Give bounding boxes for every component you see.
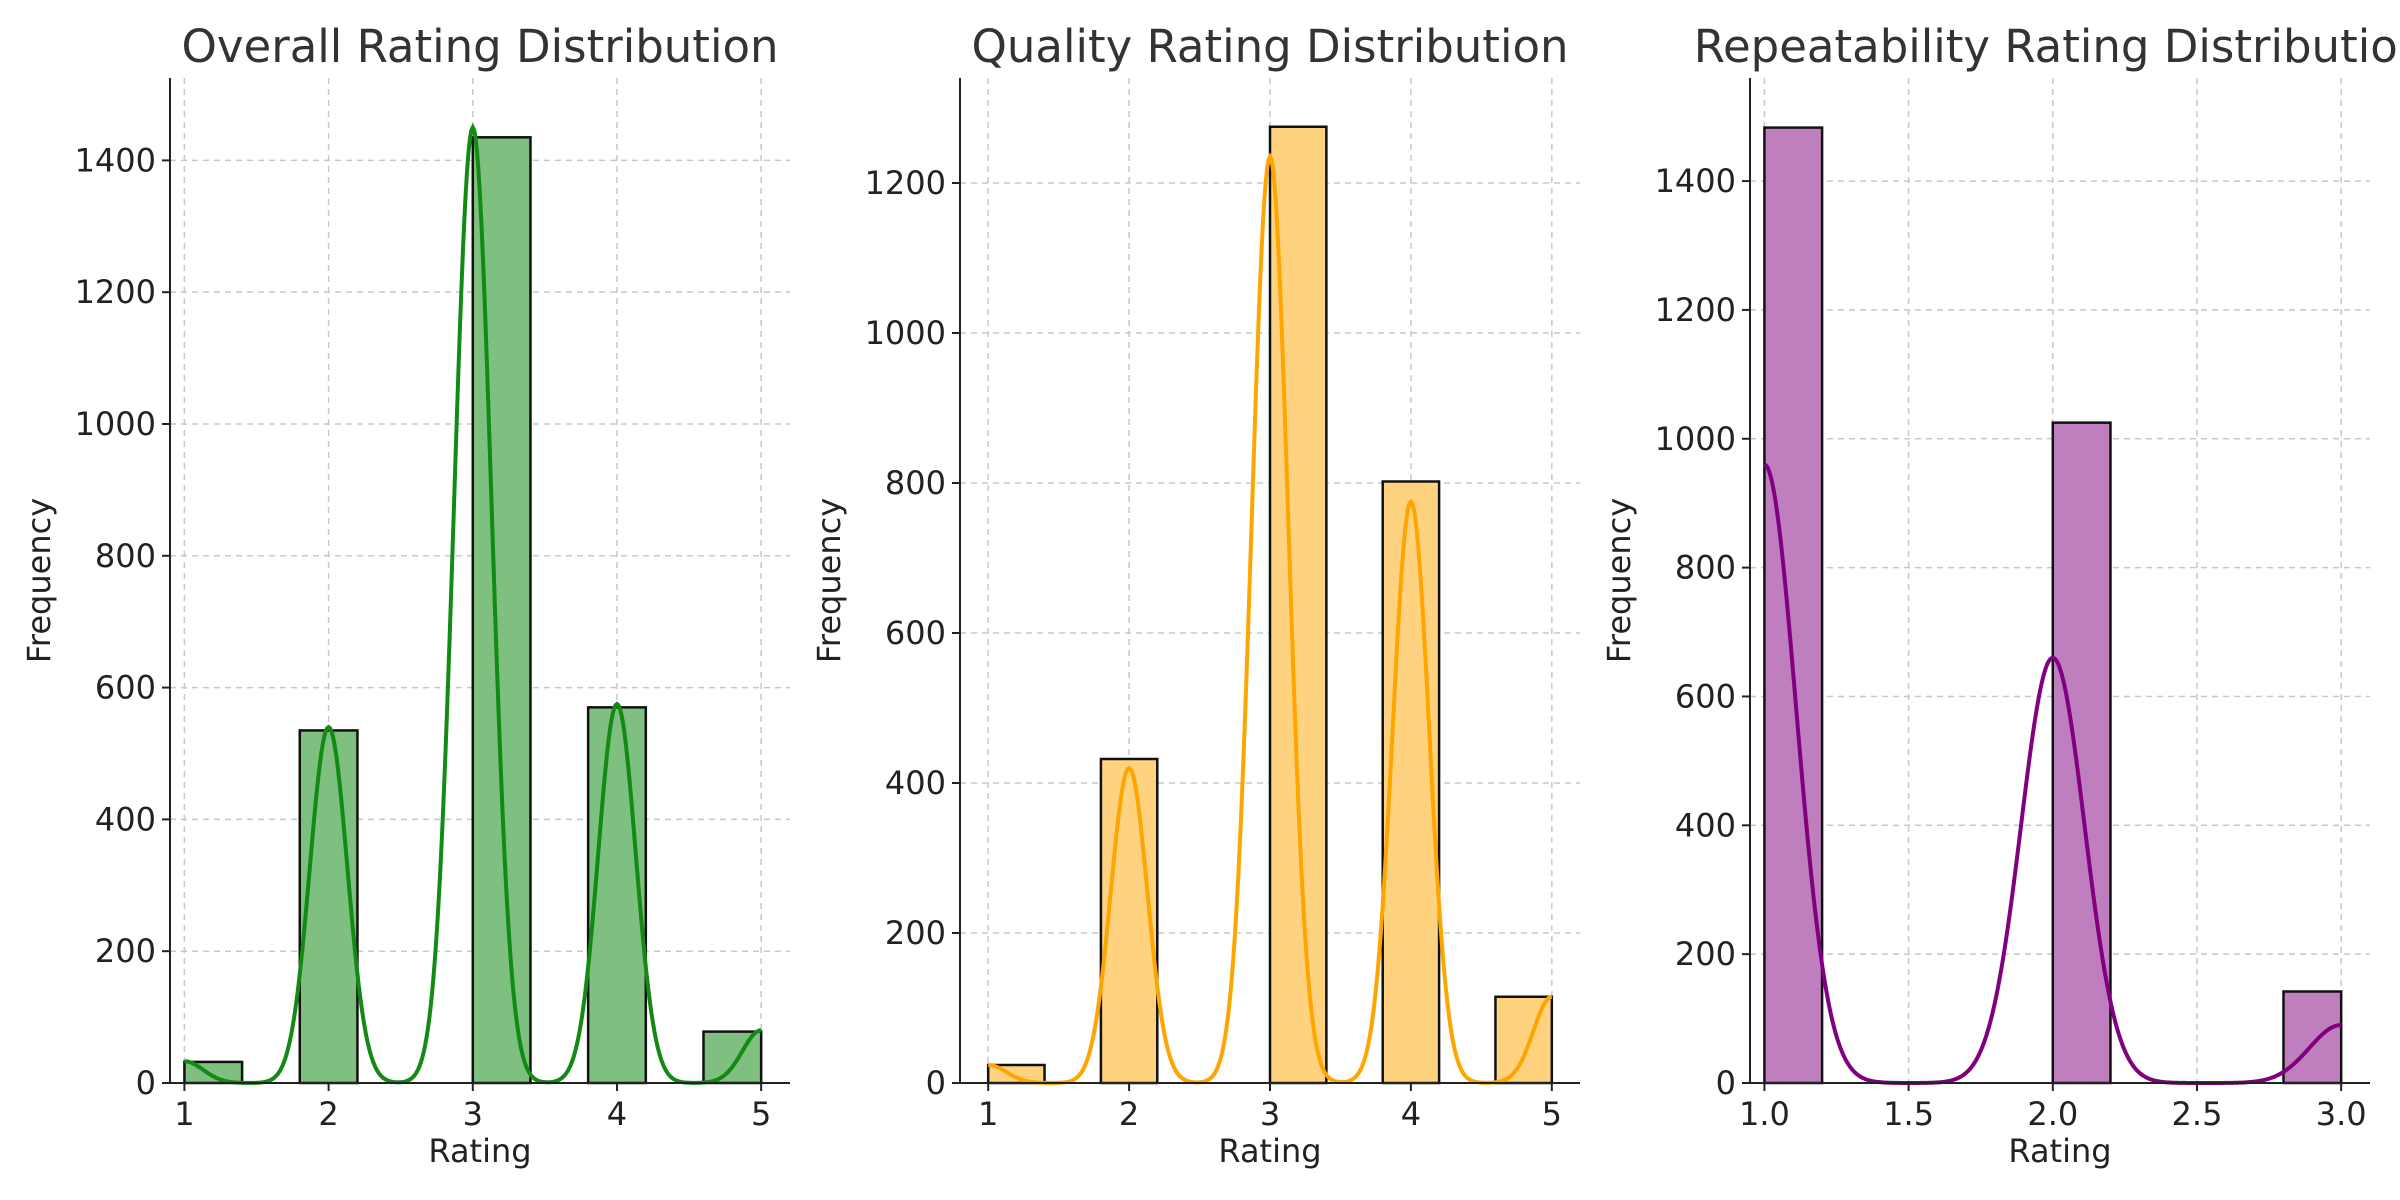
histogram-bar: [471, 136, 532, 1085]
x-tick-label: 2: [318, 1095, 338, 1133]
y-tick-label: 200: [1675, 935, 1736, 973]
chart-title: Quality Rating Distribution: [971, 20, 1568, 73]
x-tick-label: 3: [1260, 1095, 1280, 1133]
chart-panel: 1 2 3 4 5 0 200 400 600 800 1000 1200 1400 Rating Freq…: [20, 20, 790, 1170]
x-tick-label: 1: [174, 1095, 194, 1133]
y-tick-label: 400: [1675, 806, 1736, 844]
y-tick-label: 1200: [1655, 291, 1736, 329]
x-tick-label: 5: [751, 1095, 771, 1133]
histogram-bar: [2282, 990, 2343, 1085]
y-tick-label: 200: [885, 914, 946, 952]
y-tick-label: 800: [885, 464, 946, 502]
histogram-bar: [586, 706, 648, 1085]
chart-panel: 1 2 3 4 5 0 200 400 600 800 1000 1200 Rating Frequenc…: [810, 20, 1580, 1170]
y-axis-label: Frequency: [1600, 498, 1638, 663]
x-axis-label: Rating: [2008, 1132, 2111, 1170]
y-tick-label: 800: [1675, 549, 1736, 587]
x-axis-label: Rating: [428, 1132, 531, 1170]
y-axis-label: Frequency: [810, 498, 848, 663]
x-tick-label: 1.0: [1739, 1095, 1790, 1133]
x-tick-label: 3.0: [2316, 1095, 2367, 1133]
y-tick-label: 1200: [865, 164, 946, 202]
x-axis-label: Rating: [1218, 1132, 1321, 1170]
y-tick-label: 1400: [1655, 162, 1736, 200]
y-tick-label: 200: [95, 932, 156, 970]
histogram-bar: [1381, 480, 1441, 1085]
x-tick-label: 1.5: [1883, 1095, 1934, 1133]
y-tick-label: 1000: [865, 314, 946, 352]
y-tick-label: 800: [95, 537, 156, 575]
y-tick-label: 600: [885, 614, 946, 652]
histogram-bar: [702, 1030, 763, 1085]
x-tick-label: 1: [978, 1095, 998, 1133]
y-tick-label: 0: [926, 1064, 946, 1102]
y-tick-label: 600: [95, 669, 156, 707]
x-tick-label: 2.0: [2027, 1095, 2078, 1133]
x-tick-label: 4: [607, 1095, 627, 1133]
chart-panel: 1.0 1.5 2.0 2.5 3.0 0 200 400 600 800 1000 1200 1400…: [1600, 20, 2400, 1170]
y-tick-label: 1000: [1655, 420, 1736, 458]
x-tick-label: 2.5: [2172, 1095, 2223, 1133]
histogram-bar: [2051, 421, 2112, 1085]
histogram-bar: [1099, 757, 1159, 1085]
histogram-bar: [1763, 126, 1824, 1085]
y-tick-label: 1000: [75, 405, 156, 443]
y-tick-label: 400: [95, 800, 156, 838]
kde-curve: [184, 123, 762, 1085]
x-tick-label: 4: [1401, 1095, 1421, 1133]
kde-curve: [988, 152, 1553, 1085]
y-tick-label: 1200: [75, 273, 156, 311]
chart-title: Overall Rating Distribution: [181, 20, 778, 73]
y-tick-label: 1400: [75, 141, 156, 179]
y-axis-label: Frequency: [20, 498, 58, 663]
histogram-bar: [298, 729, 359, 1085]
x-tick-label: 3: [463, 1095, 483, 1133]
x-tick-label: 5: [1542, 1095, 1562, 1133]
y-tick-label: 400: [885, 764, 946, 802]
y-tick-label: 0: [1716, 1064, 1736, 1102]
chart-title: Repeatability Rating Distribution: [1694, 20, 2400, 73]
x-tick-label: 2: [1119, 1095, 1139, 1133]
y-tick-label: 600: [1675, 677, 1736, 715]
y-tick-label: 0: [136, 1064, 156, 1102]
